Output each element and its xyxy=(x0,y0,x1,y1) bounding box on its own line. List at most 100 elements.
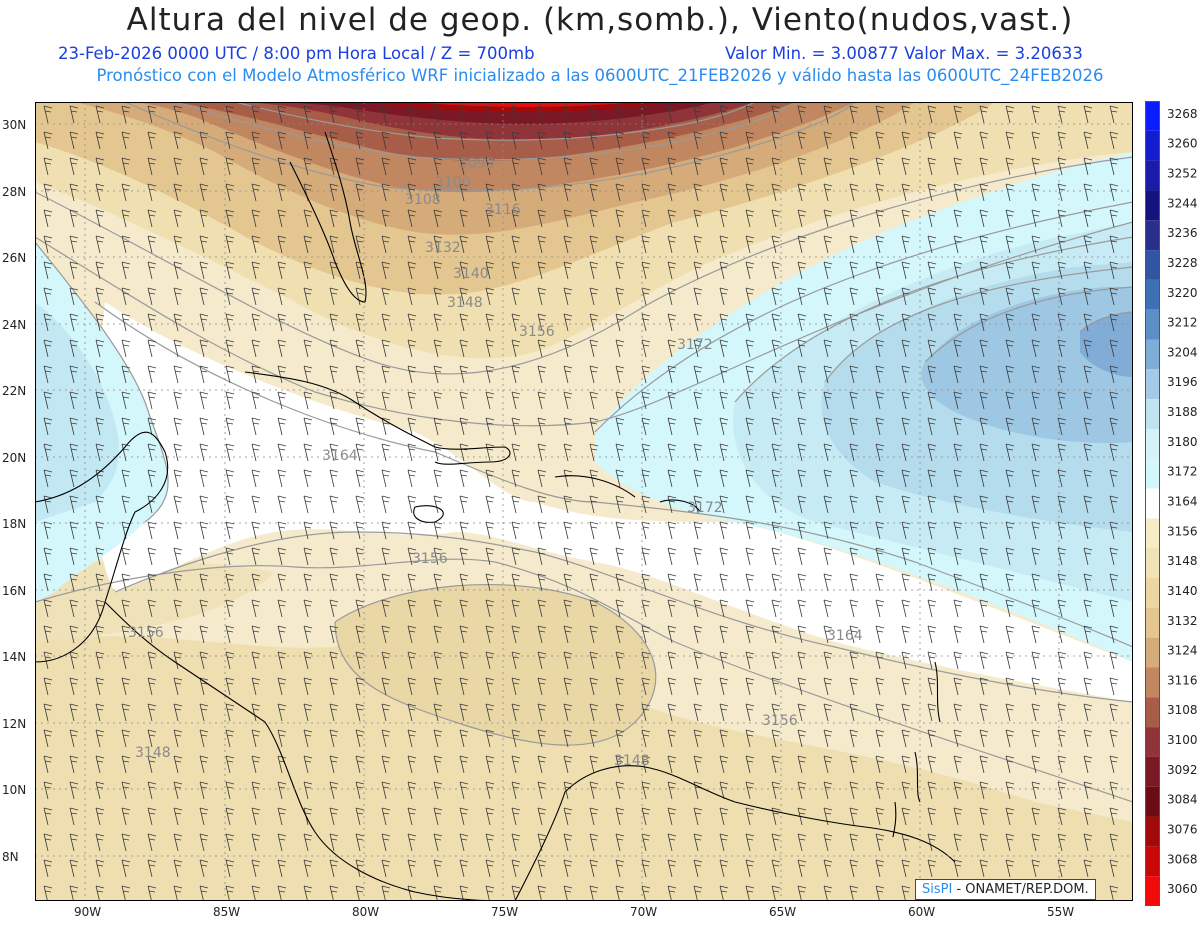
colorbar-swatch xyxy=(1145,339,1160,370)
colorbar-swatch xyxy=(1145,518,1160,549)
lon-label: 90W xyxy=(74,905,102,919)
lat-label: 10N xyxy=(2,783,27,797)
colorbar-swatch xyxy=(1145,876,1160,906)
contour-label: 3172 xyxy=(677,337,713,353)
contour-label-group: 3092 3100 3108 3116 3132 3140 3148 3156 … xyxy=(128,156,863,769)
colorbar-tick-label: 3204 xyxy=(1167,345,1198,359)
colorbar-swatch xyxy=(1145,548,1160,579)
colorbar-swatch xyxy=(1145,309,1160,340)
contour-label: 3148 xyxy=(614,753,650,769)
colorbar-tick-label: 3188 xyxy=(1167,405,1198,419)
map-frame xyxy=(35,102,1133,901)
contour-label: 3140 xyxy=(453,266,489,282)
colorbar-tick-label: 3068 xyxy=(1167,852,1198,866)
colorbar-swatch xyxy=(1145,786,1160,817)
colorbar-tick-label: 3196 xyxy=(1167,375,1198,389)
colorbar-frame xyxy=(1145,101,1160,906)
lon-label: 85W xyxy=(213,905,241,919)
colorbar-swatch xyxy=(1145,190,1160,221)
colorbar-swatch xyxy=(1145,816,1160,847)
wind-barbs xyxy=(35,102,1133,901)
colorbar-tick-label: 3252 xyxy=(1167,167,1198,181)
lat-label: 20N xyxy=(2,451,27,465)
credit-text: - ONAMET/REP.DOM. xyxy=(956,882,1089,897)
lon-label: 75W xyxy=(491,905,519,919)
colorbar: 3268 3260 3252 3244 3236 3228 3220 3212 3204 3196… xyxy=(1145,101,1198,906)
lat-label: 24N xyxy=(2,318,27,332)
colorbar-tick-label: 3140 xyxy=(1167,584,1198,598)
colorbar-swatch xyxy=(1145,578,1160,608)
colorbar-swatch xyxy=(1145,279,1160,310)
colorbar-swatch xyxy=(1145,697,1160,728)
colorbar-tick-label: 3108 xyxy=(1167,703,1198,717)
lat-label: 14N xyxy=(2,650,27,664)
colorbar-tick-label: 3164 xyxy=(1167,495,1198,509)
lat-label: 22N xyxy=(2,384,27,398)
colorbar-tick-label: 3260 xyxy=(1167,137,1198,151)
contour-label: 3172 xyxy=(687,500,723,516)
colorbar-tick-label: 3244 xyxy=(1167,196,1198,210)
contour-label: 3148 xyxy=(447,295,483,311)
colorbar-tick-label: 3172 xyxy=(1167,465,1198,479)
colorbar-swatch xyxy=(1145,250,1160,280)
contour-label: 3156 xyxy=(519,324,555,340)
contour-label: 3164 xyxy=(827,628,863,644)
contour-label: 3132 xyxy=(425,240,461,256)
colorbar-tick-label: 3212 xyxy=(1167,316,1198,330)
colorbar-swatch xyxy=(1145,756,1160,787)
colorbar-swatch xyxy=(1145,130,1160,161)
colorbar-tick-label: 3156 xyxy=(1167,524,1198,538)
colorbar-swatch xyxy=(1145,488,1160,519)
colorbar-swatch xyxy=(1145,846,1160,877)
colorbar-tick-label: 3132 xyxy=(1167,614,1198,628)
lon-label: 60W xyxy=(908,905,936,919)
sispi-logo: SisPI xyxy=(922,882,953,897)
lat-label: 8N xyxy=(2,850,19,864)
contour-label: 3156 xyxy=(762,713,798,729)
colorbar-swatch xyxy=(1145,667,1160,698)
contour-label: 3164 xyxy=(322,448,358,464)
contour-label: 3116 xyxy=(485,202,521,218)
colorbar-tick-label: 3228 xyxy=(1167,256,1198,270)
contour-label: 3108 xyxy=(405,192,441,208)
minmax-line: Valor Min. = 3.00877 Valor Max. = 3.2063… xyxy=(725,44,1083,63)
date-line-wrap: 23-Feb-2026 0000 UTC / 8:00 pm Hora Loca… xyxy=(58,44,1083,63)
lon-label: 65W xyxy=(769,905,797,919)
lon-label: 55W xyxy=(1047,905,1075,919)
colorbar-swatch xyxy=(1145,160,1160,191)
credit-box: SisPI - ONAMET/REP.DOM. xyxy=(915,879,1096,900)
lon-label: 80W xyxy=(352,905,380,919)
date-line: 23-Feb-2026 0000 UTC / 8:00 pm Hora Loca… xyxy=(58,44,535,63)
model-line: Pronóstico con el Modelo Atmosférico WRF… xyxy=(96,66,1104,85)
colorbar-tick-label: 3220 xyxy=(1167,286,1198,300)
colorbar-swatch xyxy=(1145,727,1160,757)
lat-label: 18N xyxy=(2,517,27,531)
colorbar-swatch xyxy=(1145,101,1160,131)
colorbar-tick-label: 3236 xyxy=(1167,226,1198,240)
colorbar-tick-label: 3116 xyxy=(1167,673,1198,687)
contour-label: 3156 xyxy=(128,625,164,641)
colorbar-tick-label: 3076 xyxy=(1167,822,1198,836)
lat-lon-grid xyxy=(35,102,1133,901)
colorbar-tick-label: 3180 xyxy=(1167,435,1198,449)
weather-map: 3092 3100 3108 3116 3132 3140 3148 3156 … xyxy=(35,102,1133,901)
colorbar-tick-label: 3268 xyxy=(1167,107,1198,121)
colorbar-swatch xyxy=(1145,458,1160,489)
colorbar-swatch xyxy=(1145,220,1160,251)
colorbar-swatch xyxy=(1145,399,1160,429)
colorbar-tick-label: 3060 xyxy=(1167,882,1198,896)
colorbar-swatch xyxy=(1145,369,1160,400)
contour-label: 3092 xyxy=(459,156,495,172)
contour-label: 3148 xyxy=(135,745,171,761)
colorbar-tick-label: 3092 xyxy=(1167,763,1198,777)
colorbar-tick-label: 3084 xyxy=(1167,793,1198,807)
lat-label: 28N xyxy=(2,185,27,199)
colorbar-tick-label: 3148 xyxy=(1167,554,1198,568)
colorbar-swatch xyxy=(1145,637,1160,668)
lat-label: 26N xyxy=(2,251,27,265)
colorbar-tick-label: 3124 xyxy=(1167,644,1198,658)
colorbar-swatch xyxy=(1145,607,1160,638)
lat-label: 12N xyxy=(2,717,27,731)
lon-label: 70W xyxy=(630,905,658,919)
lat-label: 30N xyxy=(2,118,27,132)
